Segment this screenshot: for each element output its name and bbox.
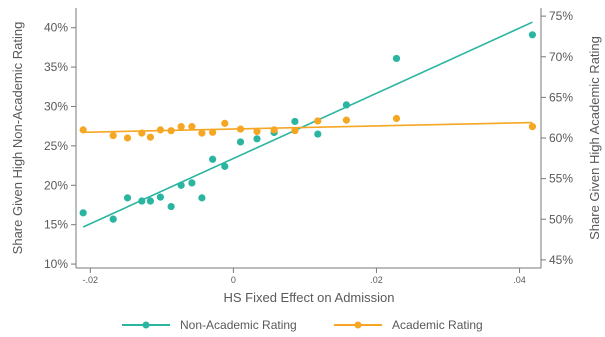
point-non-academic (146, 197, 154, 205)
point-non-academic (291, 117, 299, 126)
point-non-academic (188, 179, 196, 187)
x-tick-label: .02 (370, 275, 383, 285)
left-y-tick-label: 15% (44, 218, 68, 232)
axes (75, 8, 542, 269)
right-y-tick-label: 75% (549, 9, 573, 23)
point-academic (253, 127, 261, 136)
point-non-academic (138, 197, 146, 205)
point-academic (188, 123, 196, 131)
point-academic (156, 126, 165, 134)
left-y-axis-label: Share Given High Non-Academic Rating (10, 22, 25, 255)
legend-item-non-academic: Non-Academic Rating (122, 318, 297, 332)
point-non-academic (314, 130, 322, 138)
point-academic (392, 114, 401, 123)
legend: Non-Academic Rating Academic Rating (122, 318, 483, 332)
point-academic (79, 126, 87, 134)
point-non-academic (123, 194, 132, 202)
left-y-tick-label: 10% (44, 257, 68, 271)
point-academic (270, 126, 278, 134)
point-non-academic (198, 194, 206, 202)
point-academic (236, 125, 245, 133)
x-axis-label: HS Fixed Effect on Admission (223, 290, 394, 305)
x-tick-label: -.02 (83, 275, 99, 285)
point-academic (138, 129, 146, 137)
point-academic (528, 123, 537, 131)
point-non-academic (528, 31, 537, 39)
legend-item-academic: Academic Rating (334, 318, 483, 332)
point-non-academic (221, 162, 229, 170)
legend-swatch-marker (354, 321, 362, 329)
left-y-tick-label: 25% (44, 139, 68, 153)
point-non-academic (392, 54, 401, 63)
left-y-tick-label: 40% (44, 21, 68, 35)
right-y-tick-label: 45% (549, 253, 573, 267)
point-academic (123, 134, 132, 142)
data-points (79, 31, 537, 223)
point-non-academic (177, 181, 185, 189)
right-y-tick-label: 55% (549, 172, 573, 186)
x-tick-label: 0 (231, 275, 236, 285)
point-academic (291, 127, 299, 135)
point-academic (167, 127, 175, 135)
legend-label: Non-Academic Rating (180, 318, 297, 332)
point-academic (109, 131, 117, 140)
right-y-axis-label: Share Given High Academic Rating (587, 36, 602, 240)
point-non-academic (156, 193, 165, 201)
point-non-academic (236, 138, 245, 146)
left-y-tick-label: 30% (44, 99, 68, 113)
point-non-academic (253, 135, 261, 143)
point-academic (198, 129, 206, 137)
point-academic (177, 123, 185, 131)
fit-lines (82, 21, 533, 228)
legend-label: Academic Rating (392, 318, 483, 332)
left-y-tick-label: 35% (44, 60, 68, 74)
point-non-academic (342, 101, 351, 109)
right-y-tick-label: 50% (549, 212, 573, 226)
point-non-academic (209, 155, 217, 163)
point-non-academic (109, 215, 117, 223)
left-y-tick-label: 20% (44, 178, 68, 192)
point-academic (221, 119, 229, 127)
point-non-academic (79, 209, 87, 217)
x-tick-label: .04 (513, 275, 526, 285)
right-y-tick-label: 65% (549, 90, 573, 104)
fit-line-non-academic (82, 21, 533, 228)
ticks: -.02 0 .02 .04 10% 15% 20% 25% 30% 35% 40% 45% 50% 55… (44, 9, 573, 285)
right-y-tick-label: 70% (549, 50, 573, 64)
legend-swatch-marker (142, 321, 150, 329)
right-y-tick-label: 60% (549, 131, 573, 145)
point-academic (342, 116, 351, 124)
point-non-academic (167, 202, 175, 211)
point-academic (146, 133, 154, 141)
point-academic (314, 117, 322, 125)
point-academic (209, 128, 217, 136)
